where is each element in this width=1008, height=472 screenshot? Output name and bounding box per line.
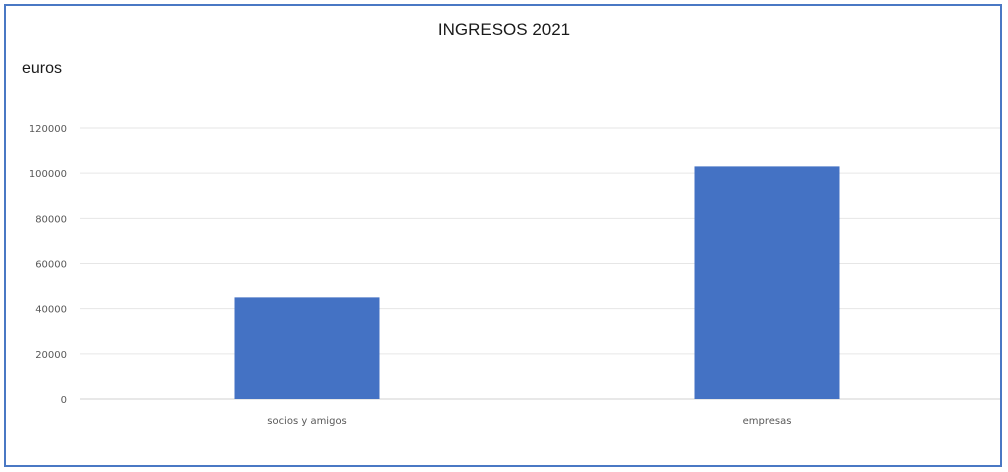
y-tick-label: 120000 xyxy=(29,124,67,135)
y-tick-label: 60000 xyxy=(35,260,67,271)
gridlines xyxy=(80,127,1000,400)
chart-title: INGRESOS 2021 xyxy=(437,20,571,39)
y-tick-labels: 0 20000 40000 60000 80000 100000 120000 xyxy=(29,124,67,406)
category-label: socios y amigos xyxy=(267,416,347,427)
category-label: empresas xyxy=(743,416,792,427)
bar-socios-y-amigos xyxy=(234,297,380,399)
y-tick-label: 20000 xyxy=(35,350,67,361)
y-tick-label: 40000 xyxy=(35,305,67,316)
y-tick-label: 100000 xyxy=(29,169,67,180)
bar-empresas xyxy=(694,166,840,399)
y-tick-label: 0 xyxy=(61,395,67,406)
y-axis-label: euros xyxy=(22,60,63,77)
category-labels: socios y amigos empresas xyxy=(267,416,791,427)
y-tick-label: 80000 xyxy=(35,214,67,225)
bars xyxy=(234,166,840,399)
